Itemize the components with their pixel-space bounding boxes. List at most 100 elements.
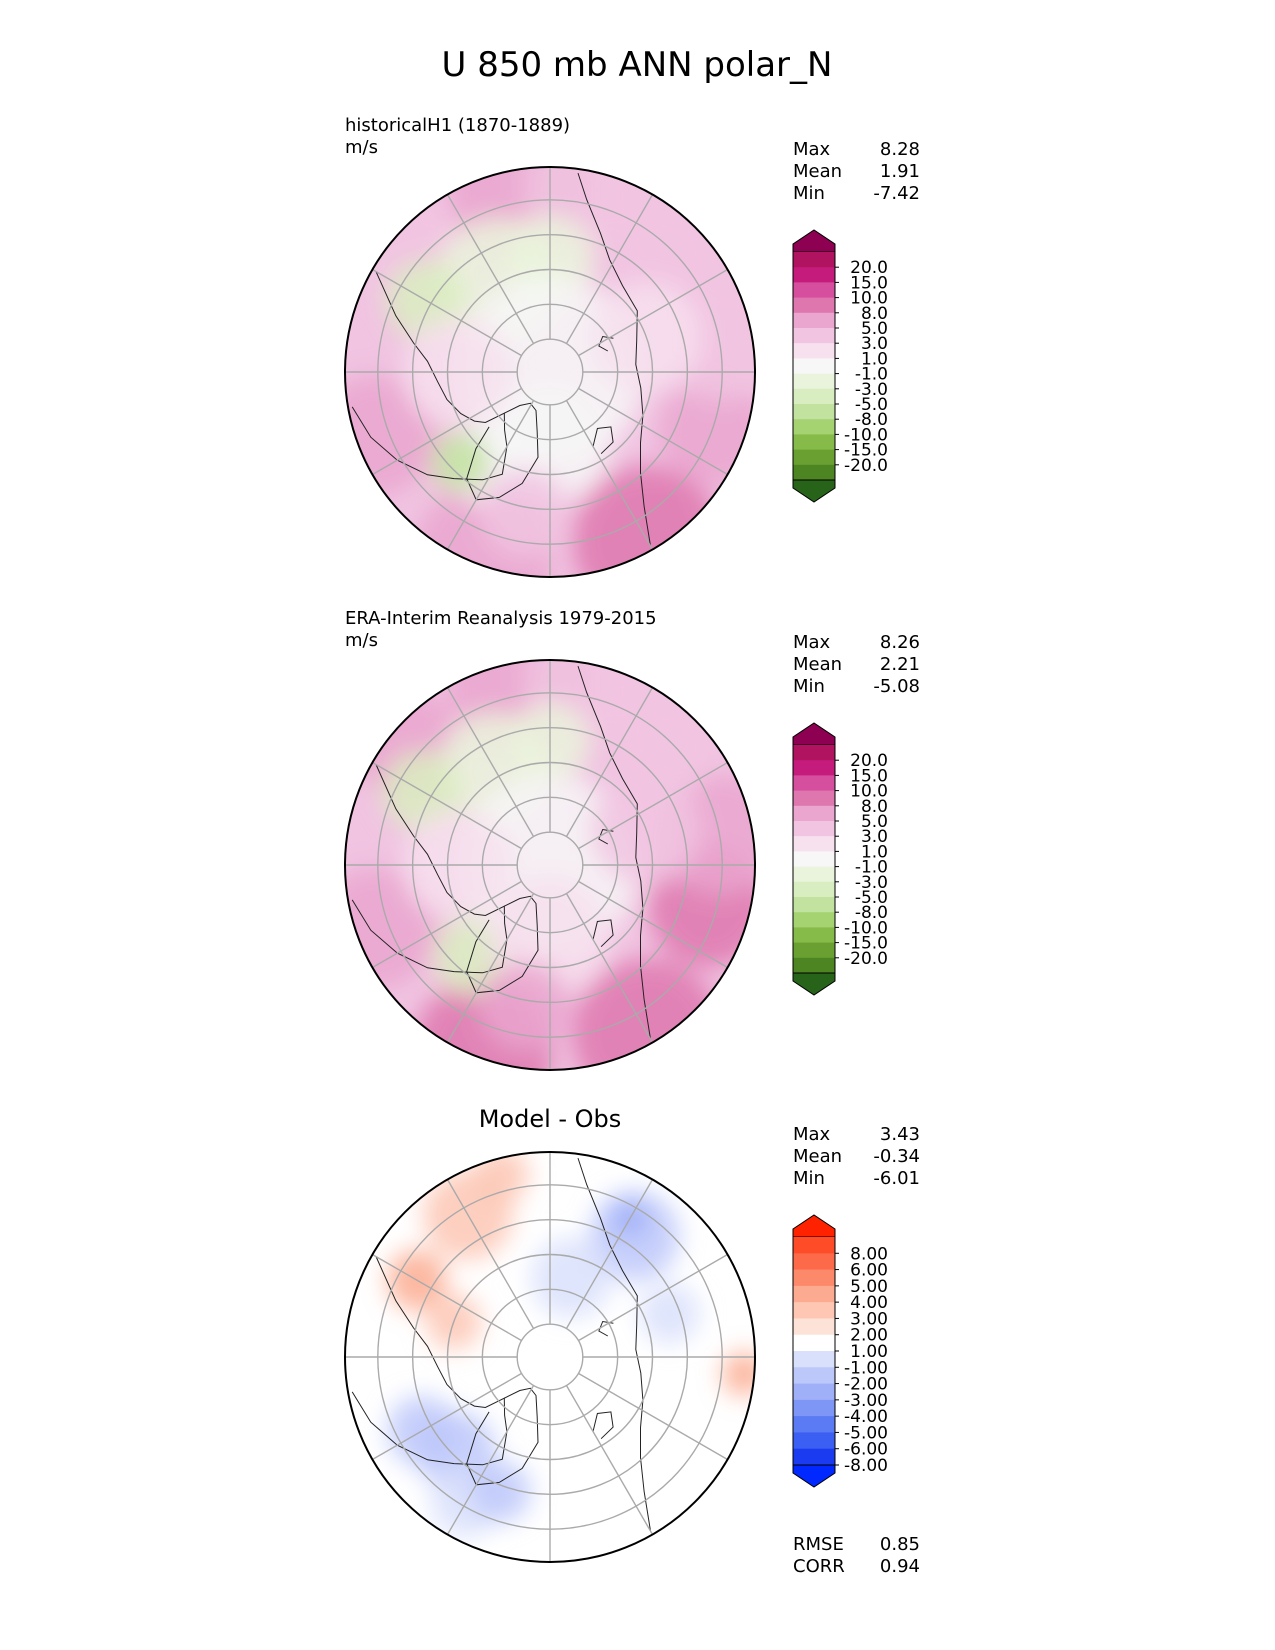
- colorbar-tick-label: -15.0: [844, 441, 888, 461]
- colorbar-tick-label: -5.0: [855, 395, 888, 415]
- colorbar-tick-label: -1.0: [855, 365, 888, 385]
- colorbar-tick-label: 15.0: [850, 273, 888, 293]
- meridian-line: [441, 1385, 535, 1544]
- meridian-line: [363, 263, 522, 357]
- panel-1: historicalH1 (1870-1889)m/s Max 8.28 Mean 1.…: [344, 115, 920, 578]
- colorbar-segment: [793, 1432, 835, 1450]
- stat-label: Max: [793, 139, 831, 160]
- meridian-line: [578, 880, 737, 974]
- colorbar-segment: [793, 942, 835, 959]
- panel-units: m/s: [345, 630, 378, 651]
- field-blob: [480, 961, 571, 1052]
- colorbar-tick-label: 20.0: [850, 258, 888, 278]
- colorbar-segment: [793, 388, 835, 405]
- meridian-line: [565, 400, 659, 559]
- map-field: [345, 167, 755, 577]
- colorbar-tick-label: 8.0: [861, 304, 888, 324]
- meridian-line: [578, 1372, 737, 1466]
- meridian-line: [565, 185, 659, 344]
- colorbar-tick-label: -20.0: [844, 456, 888, 476]
- map-border: [344, 1151, 756, 1563]
- colorbar-tick-label: 15.0: [850, 766, 888, 786]
- colorbar-tick-label: 2.00: [850, 1326, 888, 1346]
- stat-value: 8.28: [880, 139, 920, 160]
- colorbar-segment: [793, 343, 835, 359]
- colorbar-segment: [793, 1367, 835, 1385]
- field-blob: [480, 468, 571, 559]
- meridian-line: [363, 756, 522, 850]
- colorbar-segment: [793, 1448, 835, 1466]
- graticule: [345, 660, 755, 1070]
- colorbar-segment: [793, 1351, 835, 1368]
- colorbar-tick-label: -4.00: [844, 1407, 888, 1427]
- colorbar-segment: [793, 1237, 835, 1254]
- colorbar-tick-label: 6.00: [850, 1261, 888, 1281]
- colorbar: 8.006.005.004.003.002.001.00-1.00-2.00-3…: [792, 1214, 888, 1488]
- colorbar-extend-max: [792, 229, 836, 253]
- colorbar-tick-label: 3.0: [861, 827, 888, 847]
- colorbar: 20.015.010.08.05.03.01.0-1.0-3.0-5.0-8.0…: [792, 722, 888, 996]
- meridian-line: [363, 1248, 522, 1342]
- colorbar-tick-label: 4.00: [850, 1293, 888, 1313]
- map-field: [345, 660, 755, 1070]
- coastline: [577, 1157, 651, 1532]
- colorbar-segment: [793, 1383, 835, 1401]
- graticule: [345, 1152, 755, 1562]
- colorbar-segment: [793, 328, 835, 344]
- colorbar-tick-label: 5.00: [850, 1277, 888, 1297]
- colorbar-segment: [793, 1399, 835, 1417]
- meridian-line: [363, 880, 522, 974]
- colorbar-segment: [793, 434, 835, 451]
- metric-label: CORR: [793, 1556, 845, 1577]
- colorbar-segment: [793, 897, 835, 913]
- colorbar-tick-label: 1.0: [861, 349, 888, 369]
- stat-label: Max: [793, 1124, 831, 1145]
- panel-units: m/s: [345, 137, 378, 158]
- colorbar-segment: [793, 358, 835, 375]
- coastlines: [351, 665, 651, 1040]
- stat-label: Max: [793, 632, 831, 653]
- coastline: [577, 665, 651, 1040]
- field-blob: [473, 1152, 530, 1203]
- stat-label: Min: [793, 676, 825, 697]
- colorbar-tick-label: -3.0: [855, 380, 888, 400]
- colorbar-tick-label: -6.00: [844, 1440, 888, 1460]
- meridian-line: [578, 1248, 737, 1342]
- meridian-line: [363, 387, 522, 481]
- meridian-line: [565, 1385, 659, 1544]
- colorbar-segment: [793, 267, 835, 283]
- field-blob: [722, 1351, 755, 1396]
- colorbar-segment: [793, 912, 835, 928]
- colorbar-segment: [793, 1285, 835, 1303]
- meridian-line: [565, 1170, 659, 1329]
- colorbar-extend-max: [792, 1214, 836, 1238]
- meridian-line: [441, 1170, 535, 1329]
- panel-title: Model - Obs: [479, 1105, 622, 1133]
- stat-label: Min: [793, 1168, 825, 1189]
- colorbar-segment: [793, 821, 835, 837]
- colorbar-tick-label: 5.0: [861, 319, 888, 339]
- stat-label: Mean: [793, 654, 842, 675]
- coastline: [466, 895, 539, 994]
- colorbar-segment: [793, 881, 835, 898]
- field-blob: [615, 206, 716, 307]
- meridian-line: [441, 893, 535, 1052]
- colorbar-tick-label: -2.00: [844, 1375, 888, 1395]
- colorbar-segment: [793, 1318, 835, 1336]
- colorbar-segment: [793, 760, 835, 776]
- colorbar-tick-label: -3.00: [844, 1391, 888, 1411]
- meridian-line: [441, 185, 535, 344]
- panel-3: Model - Obs Max 3.43 Mean -0.34 Min -6.01 8.006…: [344, 1105, 920, 1577]
- colorbar-segment: [793, 312, 835, 329]
- stat-value: -7.42: [873, 183, 920, 204]
- colorbar-tick-label: -3.0: [855, 873, 888, 893]
- field-blob: [639, 1283, 700, 1344]
- colorbar-tick-label: 10.0: [850, 289, 888, 309]
- map-border: [344, 659, 756, 1071]
- map-field: [345, 1152, 755, 1562]
- stat-label: Mean: [793, 1146, 842, 1167]
- meridian-line: [441, 400, 535, 559]
- stat-value: -0.34: [873, 1146, 920, 1167]
